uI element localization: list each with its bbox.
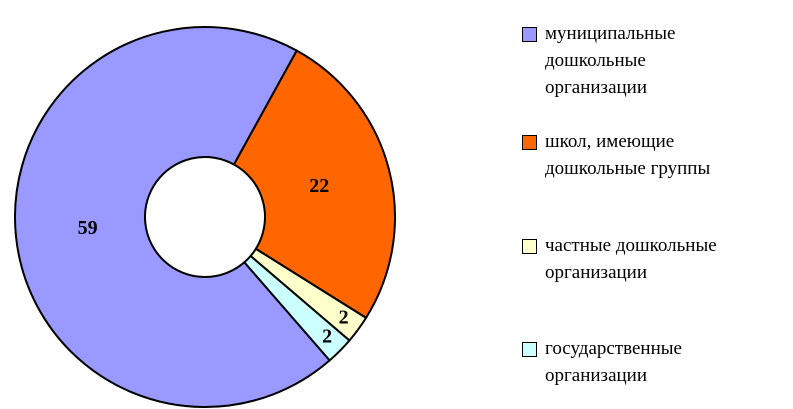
legend-swatch	[522, 342, 537, 357]
data-label: 2	[339, 306, 349, 328]
slice	[14, 26, 332, 408]
slice	[242, 254, 351, 362]
legend-swatch	[522, 135, 537, 150]
legend-item: частные дошкольные организации	[522, 232, 752, 286]
data-label: 22	[309, 175, 329, 197]
slice	[232, 49, 396, 320]
data-label: 2	[322, 326, 332, 348]
legend-item: муниципальные дошкольные организации	[522, 20, 752, 101]
legend-label: государственные организации	[545, 338, 682, 386]
legend-label: школ, имеющие дошкольные группы	[545, 131, 711, 179]
legend-swatch	[522, 27, 537, 42]
data-label: 59	[78, 217, 98, 239]
legend-item: школ, имеющие дошкольные группы	[522, 128, 752, 182]
legend-label: муниципальные дошкольные организации	[545, 23, 676, 98]
legend-swatch	[522, 239, 537, 254]
legend-item: государственные организации	[522, 335, 752, 389]
legend-label: частные дошкольные организации	[545, 235, 717, 283]
